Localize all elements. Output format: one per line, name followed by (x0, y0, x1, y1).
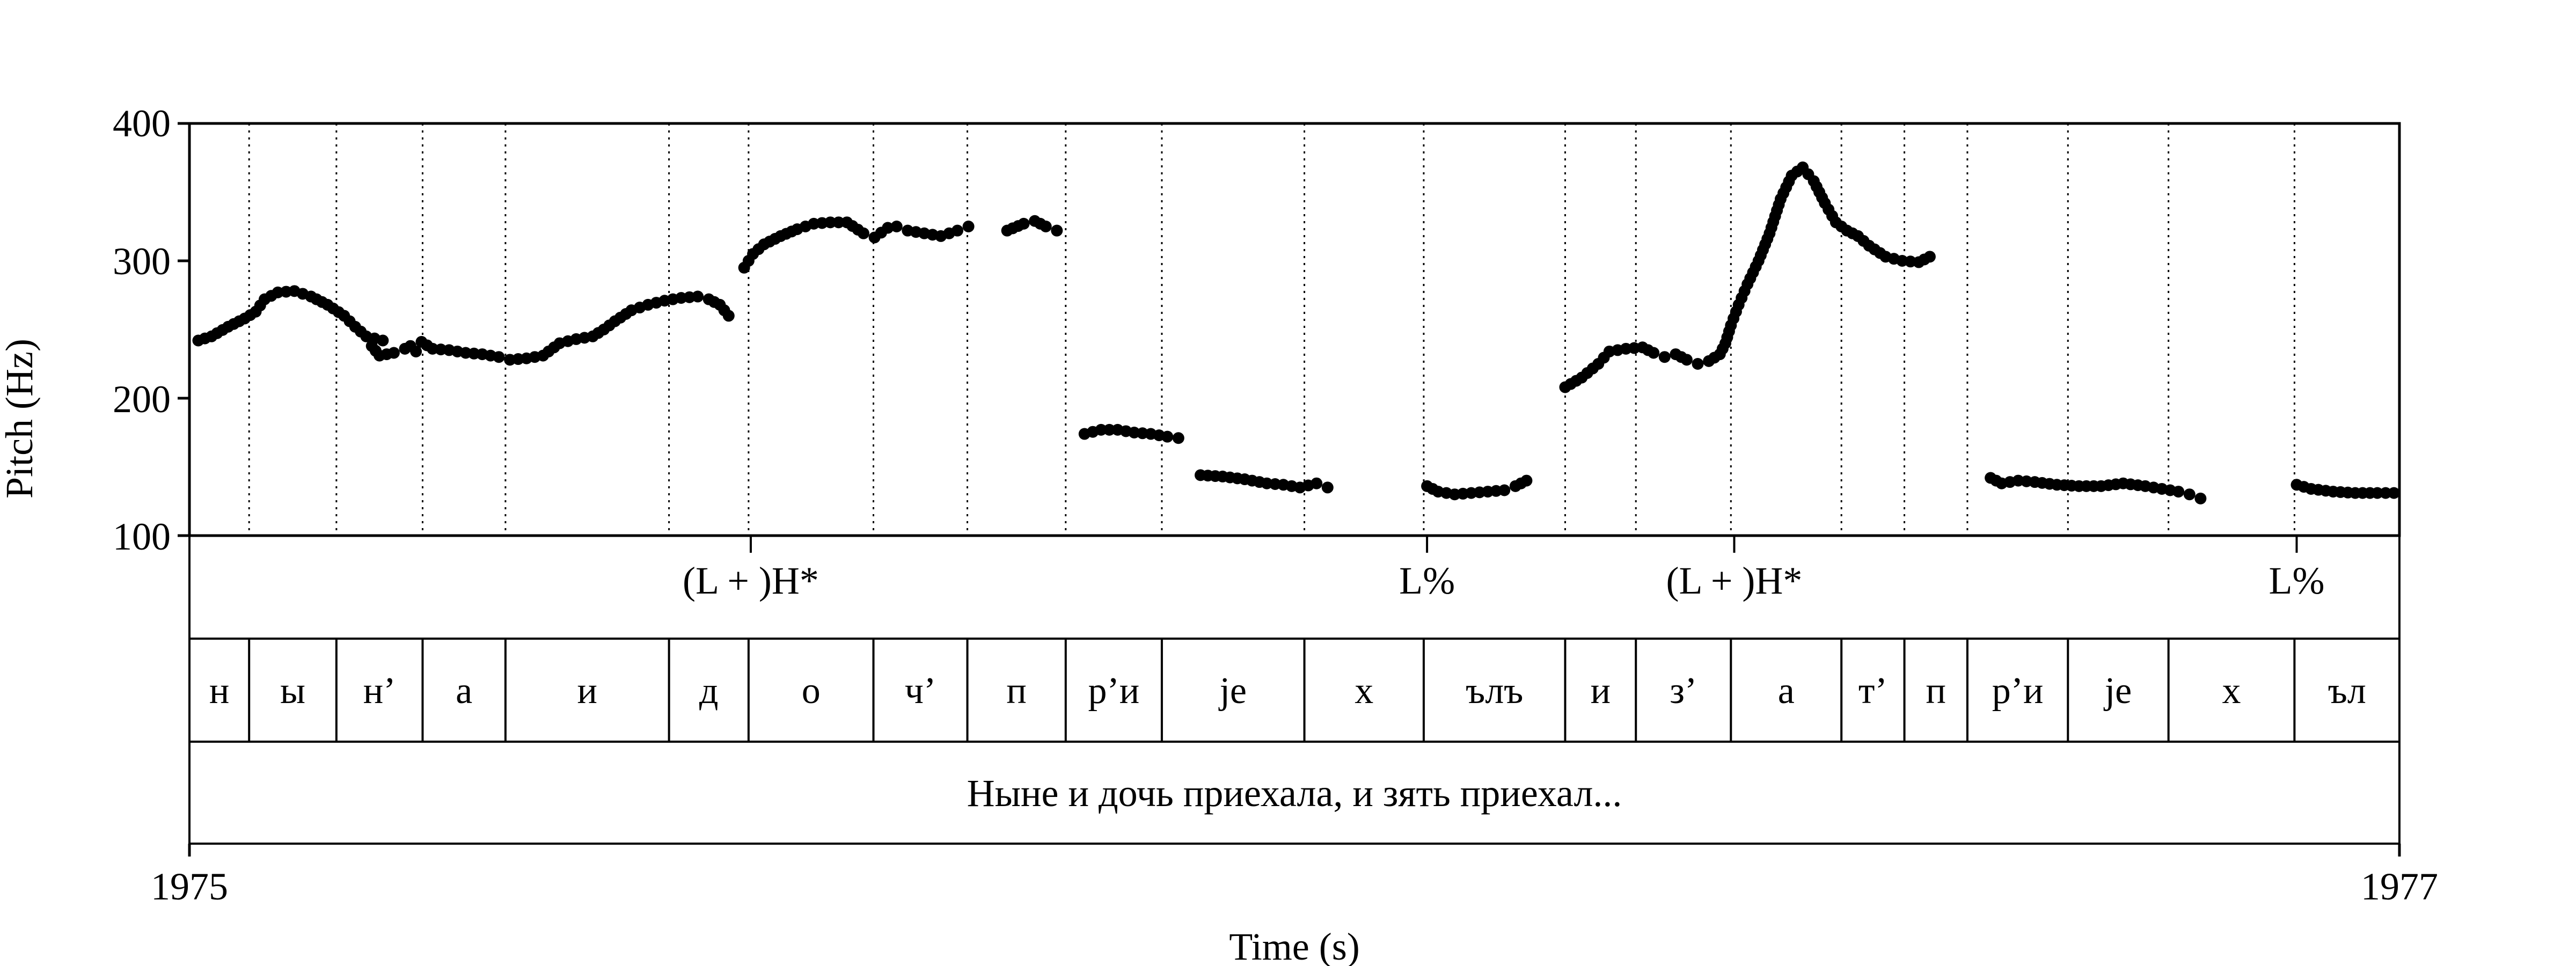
pitch-point (1648, 347, 1660, 359)
pitch-point (1172, 432, 1184, 444)
segment-label: и (577, 670, 597, 712)
segment-label: д (699, 670, 719, 712)
tone-label: (L + )H* (1666, 559, 1803, 602)
pitch-point (2172, 486, 2185, 498)
axis-ticks (178, 122, 2401, 857)
pitch-point (832, 216, 845, 229)
pitch-point (1498, 484, 1511, 496)
pitch-point (1103, 423, 1116, 436)
pitch-point (1311, 477, 1323, 489)
x-axis-label: Time (s) (1229, 925, 1359, 966)
pitch-point (1051, 224, 1063, 237)
x-tick-label: 1975 (151, 865, 228, 908)
segment-label: о (802, 670, 821, 712)
pitch-point (722, 310, 735, 322)
pitch-point (1040, 221, 1052, 232)
segment-label: а (1778, 670, 1795, 712)
tier-frames (188, 122, 2401, 845)
segment-label: з’ (1670, 670, 1697, 712)
pitch-point (2380, 487, 2392, 499)
tone-label: (L + )H* (683, 559, 819, 602)
pitch-point (857, 227, 869, 239)
tone-tier: (L + )H* L% (L + )H* L% (683, 536, 2324, 602)
pitch-point (410, 345, 422, 357)
pitch-point (1095, 423, 1107, 436)
segment-label: р’и (1992, 670, 2044, 712)
y-axis-label: Pitch (Hz) (0, 339, 41, 499)
pitch-point (1923, 251, 1936, 263)
segment-label: ы (280, 670, 305, 712)
tone-label: L% (2269, 559, 2325, 602)
pitch-point (387, 347, 400, 359)
segment-tier: н ы н’ а и д о ч’ п р’и jе х ълъ и з’ а т’ п р’и jе х ъл (209, 639, 2366, 742)
pitch-point (2388, 487, 2400, 499)
pitch-point (692, 290, 704, 303)
sentence-tier-frame (188, 741, 2401, 845)
pitch-point (2183, 488, 2196, 501)
x-tick-label: 1977 (2361, 865, 2438, 908)
segment-label: jе (2103, 670, 2132, 712)
segment-label: а (456, 670, 472, 712)
pitch-point (1658, 351, 1671, 363)
segment-label: jе (1218, 670, 1247, 712)
pitch-points (192, 161, 2400, 504)
tone-label: L% (1399, 559, 1455, 602)
segment-label: ъл (2328, 670, 2366, 712)
segment-label: т’ (1858, 670, 1887, 712)
segment-label: н’ (363, 670, 396, 712)
tone-tier-frame (188, 535, 2401, 640)
segment-boundary-grid (248, 123, 2295, 536)
y-tick-label: 100 (113, 515, 171, 558)
pitch-point (1520, 474, 1533, 487)
pitch-point (1692, 358, 1704, 370)
segment-label: п (1926, 670, 1946, 712)
segment-label: х (1355, 670, 1373, 712)
pitch-point (824, 216, 837, 229)
pitch-point (2194, 492, 2207, 504)
y-tick-label: 400 (113, 102, 171, 145)
segment-label: п (1006, 670, 1026, 712)
segment-label: н (209, 670, 229, 712)
pitch-point (493, 351, 505, 363)
pitch-point (1161, 430, 1174, 443)
segment-label: х (2222, 670, 2241, 712)
pitch-point (952, 224, 964, 237)
pitch-point (2371, 487, 2383, 499)
segment-label: и (1591, 670, 1611, 712)
y-tick-label: 300 (113, 240, 171, 283)
pitch-point (890, 221, 903, 232)
y-tick-label: 200 (113, 378, 171, 421)
segment-label: р’и (1088, 670, 1139, 712)
pitch-point (1018, 217, 1030, 230)
pitch-point (1321, 481, 1334, 494)
segment-label: ълъ (1466, 670, 1523, 712)
pitch-point (962, 221, 975, 232)
sentence-transcription: Ныне и дочь приехала, и зять приехал... (967, 772, 1622, 815)
pitch-point (377, 334, 389, 347)
segment-label: ч’ (905, 670, 936, 712)
pitch-point (1680, 354, 1693, 366)
pitch-point (882, 222, 894, 234)
